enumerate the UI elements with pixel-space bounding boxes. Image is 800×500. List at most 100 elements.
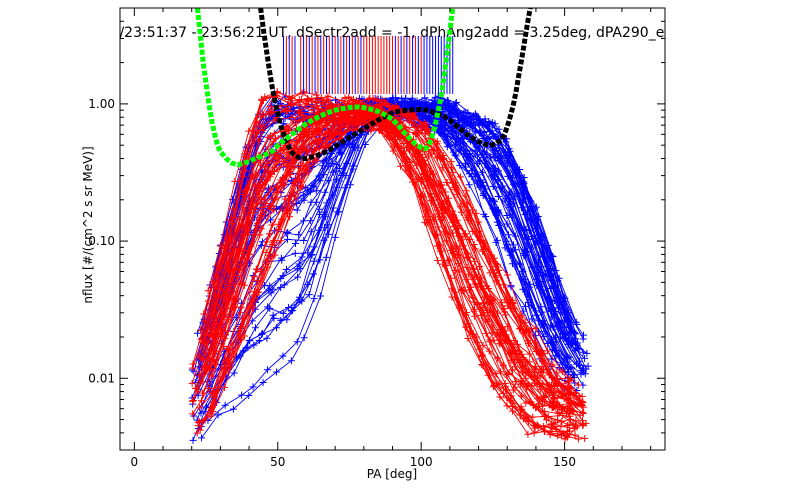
red-point	[508, 407, 516, 415]
red-point	[255, 137, 263, 145]
red-point	[566, 376, 574, 384]
red-point	[237, 334, 245, 342]
red-point	[287, 100, 295, 108]
red-point	[381, 124, 389, 132]
red-series-line	[194, 111, 572, 431]
red-point	[496, 393, 504, 401]
blue-point	[494, 193, 502, 201]
blue-point	[346, 181, 354, 189]
red-point	[446, 246, 454, 254]
blue-point	[437, 129, 445, 137]
red-point	[210, 320, 218, 328]
red-point	[476, 345, 484, 353]
red-point	[486, 269, 494, 277]
red-point	[557, 382, 565, 390]
red-point	[207, 412, 215, 420]
red-point	[564, 422, 572, 430]
red-point	[578, 400, 586, 408]
blue-point	[567, 341, 575, 349]
red-point	[523, 413, 531, 421]
red-point	[464, 216, 472, 224]
red-point	[373, 100, 381, 108]
red-point	[507, 397, 515, 405]
red-point	[199, 378, 207, 386]
blue-point	[298, 253, 306, 261]
blue-point	[564, 314, 572, 322]
blue-point	[474, 179, 482, 187]
red-point	[439, 200, 447, 208]
red-point	[266, 132, 274, 140]
red-point	[189, 397, 197, 405]
red-point	[544, 347, 552, 355]
blue-point	[189, 436, 197, 444]
red-point	[316, 124, 324, 132]
blue-point	[324, 230, 332, 238]
blue-point	[269, 285, 277, 293]
red-point	[240, 281, 248, 289]
red-point	[297, 108, 305, 116]
red-point	[511, 383, 519, 391]
red-point	[241, 186, 249, 194]
red-point	[283, 107, 291, 115]
blue-point	[345, 140, 353, 148]
y-tick-label: 0.01	[88, 371, 115, 385]
red-point	[221, 383, 229, 391]
red-point	[379, 120, 387, 128]
red-point	[319, 141, 327, 149]
blue-point	[553, 288, 561, 296]
red-point	[287, 113, 295, 121]
red-point	[299, 116, 307, 124]
red-point	[277, 237, 285, 245]
blue-point	[229, 405, 237, 413]
blue-point	[317, 292, 325, 300]
blue-point	[580, 365, 588, 373]
blue-point	[480, 147, 488, 155]
red-point	[262, 200, 270, 208]
red-point	[335, 135, 343, 143]
red-point	[257, 123, 265, 131]
blue-point	[270, 314, 278, 322]
blue-point	[448, 102, 456, 110]
red-point	[196, 326, 204, 334]
blue-point	[466, 114, 474, 122]
blue-point	[526, 283, 534, 291]
blue-point	[279, 272, 287, 280]
red-point	[540, 393, 548, 401]
red-point	[327, 125, 335, 133]
blue-point	[473, 143, 481, 151]
blue-point	[490, 154, 498, 162]
blue-point	[577, 370, 585, 378]
red-point	[513, 349, 521, 357]
blue-point	[255, 336, 263, 344]
red-point	[471, 271, 479, 279]
blue-point	[244, 344, 252, 352]
blue-point	[307, 198, 315, 206]
blue-point	[198, 434, 206, 442]
blue-point	[494, 150, 502, 158]
red-point	[528, 382, 536, 390]
red-point	[412, 131, 420, 139]
y-tick-label: 0.10	[88, 234, 115, 248]
blue-point	[510, 180, 518, 188]
blue-point	[325, 156, 333, 164]
red-point	[245, 127, 253, 135]
blue-point	[506, 188, 514, 196]
red-point	[205, 384, 213, 392]
red-point	[376, 102, 384, 110]
red-point	[380, 99, 388, 107]
blue-point	[539, 277, 547, 285]
red-point	[433, 137, 441, 145]
blue-point	[443, 96, 451, 104]
red-point	[300, 162, 308, 170]
red-point	[208, 324, 216, 332]
blue-point	[251, 324, 259, 332]
blue-point	[473, 112, 481, 120]
blue-point	[551, 333, 559, 341]
red-point	[447, 164, 455, 172]
red-point	[484, 318, 492, 326]
blue-point	[279, 352, 287, 360]
red-point	[523, 358, 531, 366]
blue-point	[534, 282, 542, 290]
blue-point	[509, 167, 517, 175]
blue-point	[456, 161, 464, 169]
